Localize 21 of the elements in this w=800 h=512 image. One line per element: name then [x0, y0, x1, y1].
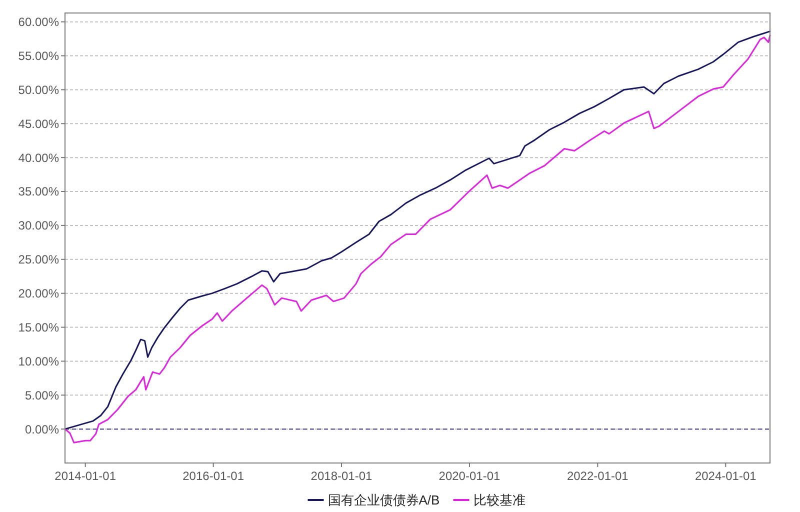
- legend-label: 比较基准: [473, 492, 526, 508]
- x-tick-label: 2020-01-01: [438, 469, 500, 483]
- y-tick-label: 60.00%: [18, 15, 60, 30]
- x-tick-label: 2016-01-01: [182, 469, 244, 483]
- y-tick-label: 5.00%: [24, 388, 60, 402]
- legend-label: 国有企业债债券A/B: [328, 492, 440, 508]
- y-tick-label: 50.00%: [18, 82, 60, 97]
- x-tick-label: 2024-01-01: [694, 469, 757, 483]
- y-tick-label: 20.00%: [18, 286, 60, 301]
- y-tick-label: 0.00%: [24, 422, 60, 436]
- x-tick-label: 2018-01-01: [310, 469, 373, 483]
- y-tick-label: 55.00%: [18, 48, 60, 63]
- y-tick-label: 30.00%: [18, 218, 60, 233]
- y-tick-label: 15.00%: [18, 320, 60, 334]
- y-tick-label: 25.00%: [18, 252, 60, 267]
- y-tick-label: 45.00%: [18, 116, 60, 131]
- x-tick-label: 2022-01-01: [566, 469, 629, 483]
- x-tick-label: 2014-01-01: [54, 469, 116, 483]
- y-tick-label: 40.00%: [18, 150, 60, 165]
- y-tick-label: 35.00%: [18, 184, 60, 199]
- y-tick-label: 10.00%: [18, 354, 60, 368]
